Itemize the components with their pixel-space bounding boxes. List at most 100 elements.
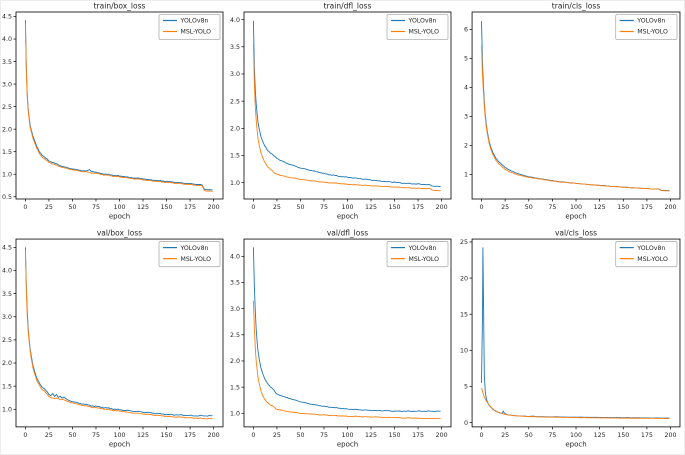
series-line-msl-yolo <box>24 23 213 192</box>
y-tick-label: 4.0 <box>2 36 12 43</box>
series-line-msl-yolo <box>252 44 441 192</box>
y-tick-label: 3.5 <box>2 291 12 298</box>
series-line-yolov8n <box>24 20 213 191</box>
legend: YOLOv8n MSL-YOLO <box>615 241 678 268</box>
legend-label: YOLOv8n <box>180 245 209 252</box>
x-tick-label: 150 <box>617 432 629 439</box>
chart-svg-train-cls-loss: 0 25 50 75 100 125 150 175 200 1 2 3 4 5 6 train/cls_lo… <box>464 2 681 221</box>
chart-title: train/box_loss <box>94 2 146 11</box>
x-tick-label: 150 <box>389 432 401 439</box>
chart-svg-val-cls-loss: 0 25 50 75 100 125 150 175 200 0 5 10 15 20 25 val/cls_… <box>460 229 681 448</box>
series-line-msl-yolo <box>481 387 670 419</box>
y-tick-label: 4.0 <box>230 17 240 24</box>
x-axis-label: epoch <box>109 439 130 448</box>
y-tick-label: 3.0 <box>2 314 12 321</box>
y-tick-label: 1 <box>464 172 468 179</box>
y-tick-label: 2.5 <box>2 104 12 111</box>
y-tick-label: 4.0 <box>2 268 12 275</box>
x-tick-label: 0 <box>480 432 484 439</box>
x-tick-label: 25 <box>273 432 281 439</box>
x-tick-label: 50 <box>68 432 76 439</box>
y-tick-label: 4.5 <box>2 245 12 252</box>
y-tick-label: 2.5 <box>230 332 240 339</box>
y-tick-label: 2.0 <box>230 126 240 133</box>
x-tick-label: 175 <box>184 432 196 439</box>
x-tick-label: 50 <box>525 204 533 211</box>
x-tick-label: 175 <box>412 204 424 211</box>
axes-frame <box>15 238 224 428</box>
subplot-val-cls-loss: 0 25 50 75 100 125 150 175 200 0 5 10 15 20 25 val/cls_… <box>456 227 685 455</box>
y-tick-label: 2.0 <box>2 126 12 133</box>
x-tick-label: 75 <box>92 432 100 439</box>
x-tick-label: 0 <box>23 204 27 211</box>
y-tick-label: 2.0 <box>230 358 240 365</box>
y-tick-label: 0 <box>464 420 468 427</box>
y-tick-label: 2.0 <box>2 360 12 367</box>
subplot-train-box-loss: 0 25 50 75 100 125 150 175 200 0.5 1.0 1.5 2.0 2.5 3.0… <box>0 0 228 227</box>
subplot-val-box-loss: 0 25 50 75 100 125 150 175 200 1.0 1.5 2.0 2.5 3.0 3.5… <box>0 227 228 455</box>
x-tick-label: 200 <box>208 204 220 211</box>
x-tick-label: 175 <box>641 204 653 211</box>
chart-svg-train-box-loss: 0 25 50 75 100 125 150 175 200 0.5 1.0 1.5 2.0 2.5 3.0… <box>2 2 224 221</box>
x-tick-label: 100 <box>570 432 582 439</box>
x-tick-label: 0 <box>251 204 255 211</box>
x-tick-label: 25 <box>501 432 509 439</box>
x-tick-label: 125 <box>594 432 606 439</box>
x-tick-label: 75 <box>92 204 100 211</box>
legend: YOLOv8n MSL-YOLO <box>158 14 221 40</box>
x-tick-label: 200 <box>208 432 220 439</box>
y-tick-label: 2 <box>464 143 468 150</box>
axes-frame <box>243 11 452 200</box>
chart-svg-train-dfl-loss: 0 25 50 75 100 125 150 175 200 1.0 1.5 2.0 2.5 3.0 3.5… <box>230 2 452 221</box>
y-tick-label: 25 <box>460 239 468 246</box>
legend-label: YOLOv8n <box>180 18 209 25</box>
chart-title: train/cls_loss <box>552 2 601 11</box>
y-tick-label: 0.5 <box>2 194 12 201</box>
chart-svg-val-dfl-loss: 0 25 50 75 100 125 150 175 200 1.0 1.5 2.0 2.5 3.0 3.5… <box>230 229 452 448</box>
x-tick-label: 125 <box>365 204 377 211</box>
series-line-yolov8n <box>24 247 213 417</box>
x-axis-label: epoch <box>565 439 586 448</box>
y-tick-label: 3 <box>464 114 468 121</box>
chart-title: val/box_loss <box>97 229 142 238</box>
x-tick-label: 0 <box>251 432 255 439</box>
x-tick-label: 50 <box>525 432 533 439</box>
y-tick-label: 1.5 <box>230 384 240 391</box>
x-tick-label: 100 <box>341 204 353 211</box>
chart-title: val/cls_loss <box>555 229 597 238</box>
x-axis-label: epoch <box>565 212 586 221</box>
y-tick-label: 15 <box>460 311 468 318</box>
y-tick-label: 4.5 <box>2 14 12 21</box>
legend-label: YOLOv8n <box>408 18 437 25</box>
y-tick-label: 2.5 <box>230 98 240 105</box>
legend-label: YOLOv8n <box>408 245 437 252</box>
series-line-yolov8n <box>481 21 670 192</box>
legend-label: MSL-YOLO <box>637 29 668 36</box>
x-tick-label: 125 <box>594 204 606 211</box>
chart-title: train/dfl_loss <box>324 2 372 11</box>
x-tick-label: 200 <box>664 432 676 439</box>
x-tick-label: 200 <box>436 432 448 439</box>
legend: YOLOv8n MSL-YOLO <box>158 241 221 268</box>
y-tick-label: 1.5 <box>230 153 240 160</box>
legend-label: MSL-YOLO <box>181 256 212 263</box>
legend-label: YOLOv8n <box>636 245 665 252</box>
x-tick-label: 125 <box>365 432 377 439</box>
x-tick-label: 150 <box>161 432 173 439</box>
x-tick-label: 0 <box>480 204 484 211</box>
chart-title: val/dfl_loss <box>327 229 368 238</box>
y-tick-label: 5 <box>464 56 468 63</box>
x-tick-label: 0 <box>23 432 27 439</box>
y-tick-label: 1.0 <box>2 171 12 178</box>
series-line-yolov8n <box>252 247 441 412</box>
x-tick-label: 150 <box>161 204 173 211</box>
y-tick-label: 3.0 <box>230 71 240 78</box>
x-tick-label: 50 <box>68 204 76 211</box>
y-tick-label: 10 <box>460 348 468 355</box>
x-tick-label: 125 <box>137 432 149 439</box>
series-line-msl-yolo <box>252 300 441 420</box>
legend-label: MSL-YOLO <box>637 256 668 263</box>
series-line-yolov8n <box>252 20 441 187</box>
legend-label: YOLOv8n <box>636 18 665 25</box>
x-tick-label: 75 <box>548 204 556 211</box>
